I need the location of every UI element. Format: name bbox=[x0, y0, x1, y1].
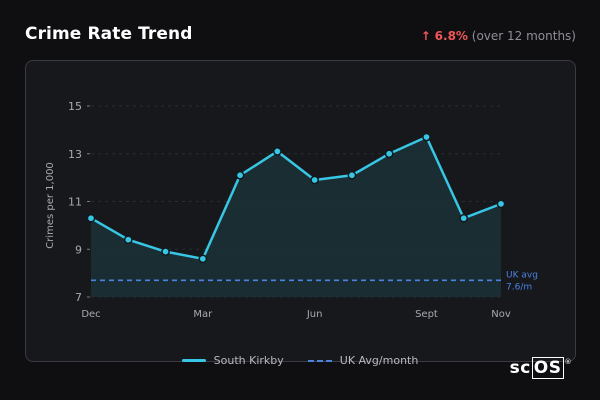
data-point-1 bbox=[123, 235, 133, 245]
legend-series-label: South Kirkby bbox=[213, 354, 284, 367]
scos-logo: sc OS ® bbox=[509, 357, 572, 379]
x-tick-label-sept: Sept bbox=[415, 309, 438, 320]
chart-title: Crime Rate Trend bbox=[25, 24, 193, 44]
y-tick-label-13: 13 bbox=[68, 148, 82, 161]
data-point-10 bbox=[459, 213, 469, 223]
x-tick-label-dec: Dec bbox=[81, 309, 100, 320]
legend-dashed-line-swatch bbox=[307, 359, 332, 362]
data-point-8 bbox=[384, 149, 394, 159]
data-point-11 bbox=[496, 199, 506, 209]
legend-solid-line-swatch bbox=[181, 359, 206, 362]
up-arrow-icon: ↑ bbox=[420, 29, 431, 43]
data-point-0 bbox=[86, 213, 96, 223]
x-tick-label-nov: Nov bbox=[491, 309, 511, 320]
series-line bbox=[90, 135, 502, 261]
x-tick-label-jun: Jun bbox=[306, 309, 323, 320]
y-axis-label: Crimes per 1,000 bbox=[45, 162, 56, 249]
change-period: (over 12 months) bbox=[471, 29, 576, 43]
data-point-3 bbox=[198, 254, 208, 264]
change-indicator: ↑ 6.8% (over 12 months) bbox=[421, 29, 576, 43]
y-tick-label-7: 7 bbox=[75, 291, 82, 304]
chart-legend: South Kirkby UK Avg/month bbox=[0, 354, 600, 367]
x-tick-label-mar: Mar bbox=[193, 309, 213, 320]
uk-average-label-line-0: UK avg bbox=[506, 270, 538, 280]
y-tick-label-15: 15 bbox=[68, 100, 82, 113]
change-percent: 6.8% bbox=[434, 29, 468, 43]
data-point-6 bbox=[310, 175, 319, 185]
legend-avg-label: UK Avg/month bbox=[339, 354, 419, 367]
data-point-4 bbox=[235, 170, 245, 180]
y-tick-label-11: 11 bbox=[68, 196, 82, 209]
y-tick-label-9: 9 bbox=[75, 243, 82, 256]
legend-item-avg[interactable]: UK Avg/month bbox=[307, 354, 419, 367]
data-point-2 bbox=[161, 247, 170, 256]
series-area-fill bbox=[91, 137, 501, 297]
data-point-5 bbox=[273, 147, 282, 156]
legend-item-series[interactable]: South Kirkby bbox=[181, 354, 284, 367]
data-point-9 bbox=[422, 132, 431, 142]
data-point-7 bbox=[347, 170, 357, 180]
uk-average-label-line-1: 7.6/m bbox=[506, 282, 532, 292]
